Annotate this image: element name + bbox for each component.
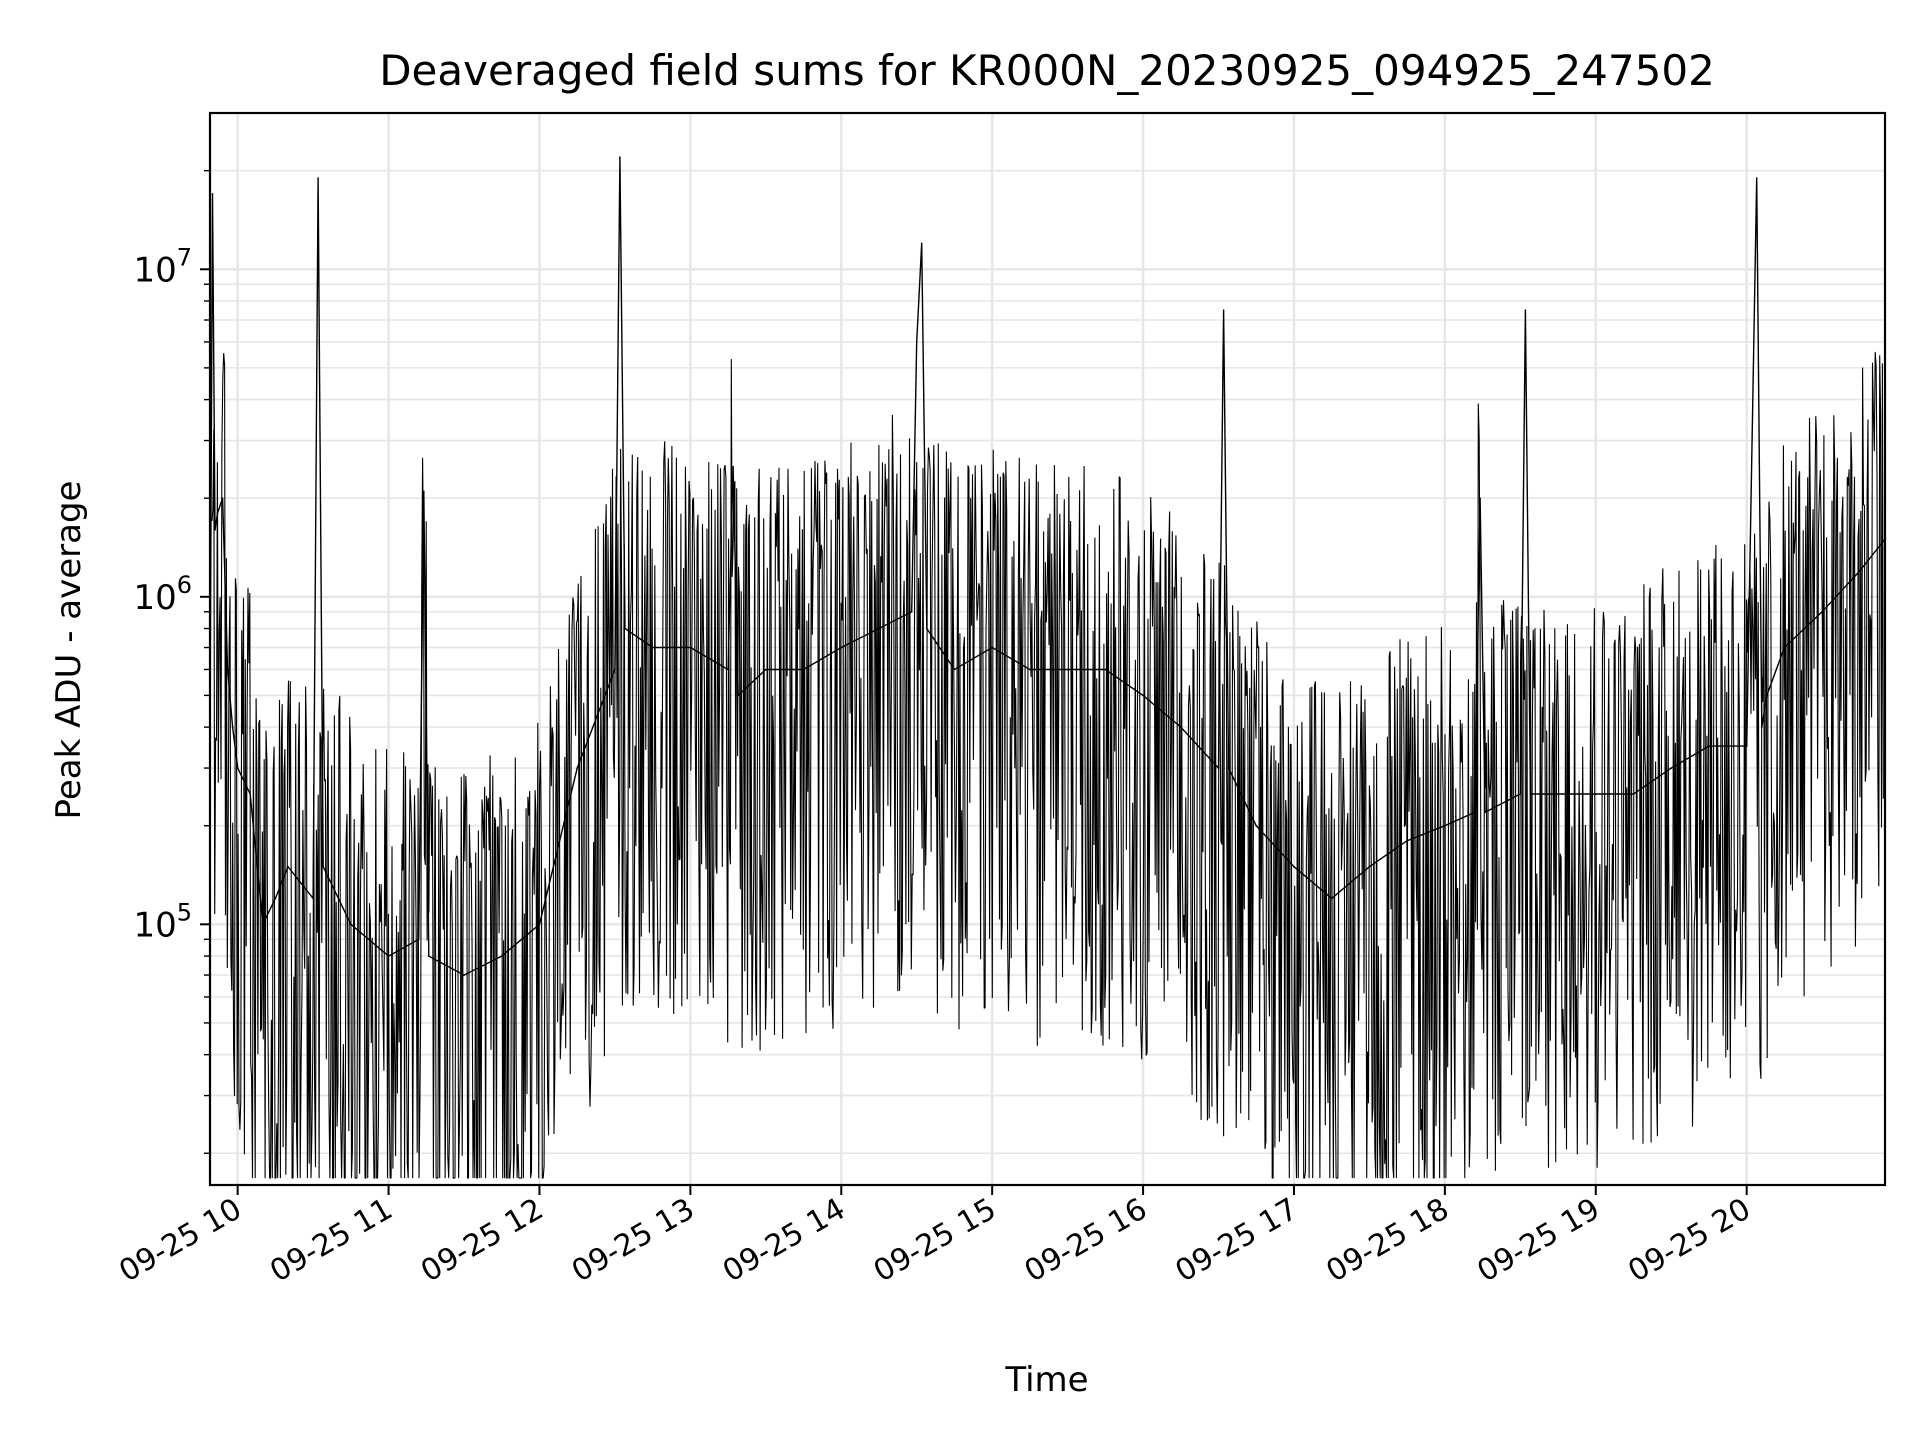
data-point xyxy=(802,668,805,671)
data-point xyxy=(274,897,277,900)
data-point xyxy=(1255,824,1257,827)
data-point xyxy=(651,646,654,649)
data-point xyxy=(226,668,229,671)
data-point xyxy=(1755,177,1758,179)
data-point xyxy=(1632,793,1635,795)
data-point xyxy=(221,497,224,500)
data-point xyxy=(1670,767,1672,769)
data-point xyxy=(1330,897,1333,900)
data-point xyxy=(1708,745,1710,747)
data-point xyxy=(262,923,264,926)
data-point xyxy=(350,923,352,926)
data-point xyxy=(387,955,390,957)
data-point xyxy=(287,865,289,868)
data-point xyxy=(1761,726,1763,728)
series-noise-band xyxy=(211,351,1884,1179)
data-point xyxy=(417,938,420,941)
series-noise-path xyxy=(211,351,1884,1179)
data-point xyxy=(1821,611,1823,613)
data-point xyxy=(840,646,843,649)
data-point xyxy=(727,668,729,671)
data-point xyxy=(926,627,928,630)
data-point xyxy=(500,955,503,957)
chart-title: Deaveraged field sums for KR000N_2023092… xyxy=(379,46,1715,95)
series-line xyxy=(209,156,1886,976)
data-point xyxy=(1066,668,1069,671)
data-point xyxy=(915,341,918,343)
data-point xyxy=(322,865,325,868)
data-point xyxy=(1406,839,1408,842)
data-point xyxy=(1529,793,1532,795)
data-point xyxy=(737,694,739,697)
y-tick-base: 10 xyxy=(133,905,176,945)
data-point xyxy=(910,611,913,613)
x-axis-label: Time xyxy=(1004,1360,1088,1400)
y-tick-base: 10 xyxy=(133,578,176,618)
data-point xyxy=(1180,726,1182,728)
data-point xyxy=(249,793,251,795)
data-point xyxy=(1227,767,1230,769)
data-point xyxy=(614,668,616,671)
data-point xyxy=(1519,793,1522,795)
data-point xyxy=(953,668,956,671)
data-point xyxy=(1368,865,1371,868)
data-point xyxy=(1595,793,1597,795)
data-point xyxy=(624,627,626,630)
data-point xyxy=(1222,309,1225,312)
data-point xyxy=(1217,767,1220,769)
data-point xyxy=(920,242,923,245)
data-point xyxy=(1104,668,1107,671)
data-point xyxy=(1745,745,1748,747)
data-point xyxy=(732,465,734,468)
plot-frame xyxy=(208,111,1887,1187)
data-point xyxy=(214,529,216,531)
data-point xyxy=(1557,793,1559,795)
data-point xyxy=(1783,646,1786,649)
y-tick-base: 10 xyxy=(133,250,176,290)
data-point xyxy=(1859,570,1861,572)
data-point xyxy=(1474,811,1476,813)
data-point xyxy=(428,955,430,957)
data-point xyxy=(576,767,578,769)
data-point xyxy=(1444,824,1446,827)
data-point xyxy=(211,193,214,195)
data-point xyxy=(538,923,541,926)
data-point xyxy=(231,726,234,728)
y-tick-exponent: 7 xyxy=(177,243,192,271)
data-point xyxy=(216,512,219,514)
y-tick-label: 107 xyxy=(133,243,192,290)
y-tick-label: 105 xyxy=(133,898,192,945)
data-point xyxy=(463,974,465,976)
y-tick-exponent: 5 xyxy=(177,898,192,926)
y-axis-label: Peak ADU - average xyxy=(49,481,89,820)
data-point xyxy=(423,490,425,493)
data-point xyxy=(1484,811,1486,813)
data-point xyxy=(317,177,319,179)
data-point xyxy=(765,668,767,671)
y-tick-exponent: 6 xyxy=(177,571,192,599)
data-point xyxy=(312,897,314,900)
data-point xyxy=(689,646,692,649)
data-point xyxy=(1029,668,1031,671)
data-point xyxy=(1524,309,1527,312)
data-point xyxy=(1293,865,1295,868)
data-point xyxy=(991,646,993,649)
data-point xyxy=(236,767,239,769)
data-point xyxy=(1479,497,1481,500)
data-point xyxy=(878,627,880,630)
data-point xyxy=(1142,694,1144,697)
data-point xyxy=(619,156,621,158)
data-point xyxy=(1766,694,1768,697)
y-tick-label: 106 xyxy=(133,571,192,618)
